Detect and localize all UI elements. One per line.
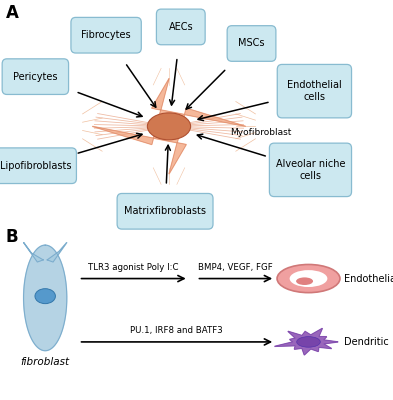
Polygon shape <box>275 328 338 355</box>
Text: Fibrocytes: Fibrocytes <box>81 30 131 40</box>
Polygon shape <box>92 79 246 174</box>
Text: A: A <box>6 4 19 22</box>
FancyBboxPatch shape <box>277 64 352 118</box>
Text: AECs: AECs <box>169 22 193 32</box>
Ellipse shape <box>35 289 55 304</box>
Text: Alveolar niche
cells: Alveolar niche cells <box>276 159 345 181</box>
FancyBboxPatch shape <box>156 9 205 45</box>
Text: Endothelial cell: Endothelial cell <box>344 274 393 284</box>
FancyBboxPatch shape <box>71 18 141 53</box>
Text: MSCs: MSCs <box>238 38 265 48</box>
Text: PU.1, IRF8 and BATF3: PU.1, IRF8 and BATF3 <box>130 326 223 335</box>
Text: Matrixfibroblasts: Matrixfibroblasts <box>124 206 206 216</box>
FancyBboxPatch shape <box>270 143 352 196</box>
Polygon shape <box>24 245 67 351</box>
Text: Dendritic  cell: Dendritic cell <box>344 337 393 347</box>
Circle shape <box>277 264 340 293</box>
Text: B: B <box>6 228 18 246</box>
Text: Pericytes: Pericytes <box>13 72 58 82</box>
FancyBboxPatch shape <box>227 26 276 61</box>
FancyBboxPatch shape <box>117 194 213 229</box>
Text: Lipofibroblasts: Lipofibroblasts <box>0 161 71 171</box>
Circle shape <box>296 277 313 285</box>
FancyBboxPatch shape <box>2 59 68 94</box>
Text: Endothelial
cells: Endothelial cells <box>287 80 342 102</box>
Polygon shape <box>24 242 43 262</box>
Circle shape <box>297 337 320 347</box>
Text: Myofibroblast: Myofibroblast <box>230 128 291 137</box>
Polygon shape <box>47 242 67 262</box>
Ellipse shape <box>147 113 191 140</box>
Text: BMP4, VEGF, FGF: BMP4, VEGF, FGF <box>198 262 273 272</box>
Circle shape <box>290 270 327 287</box>
FancyBboxPatch shape <box>0 148 76 184</box>
Text: fibroblast: fibroblast <box>21 357 70 367</box>
Text: TLR3 agonist Poly I:C: TLR3 agonist Poly I:C <box>88 262 179 272</box>
